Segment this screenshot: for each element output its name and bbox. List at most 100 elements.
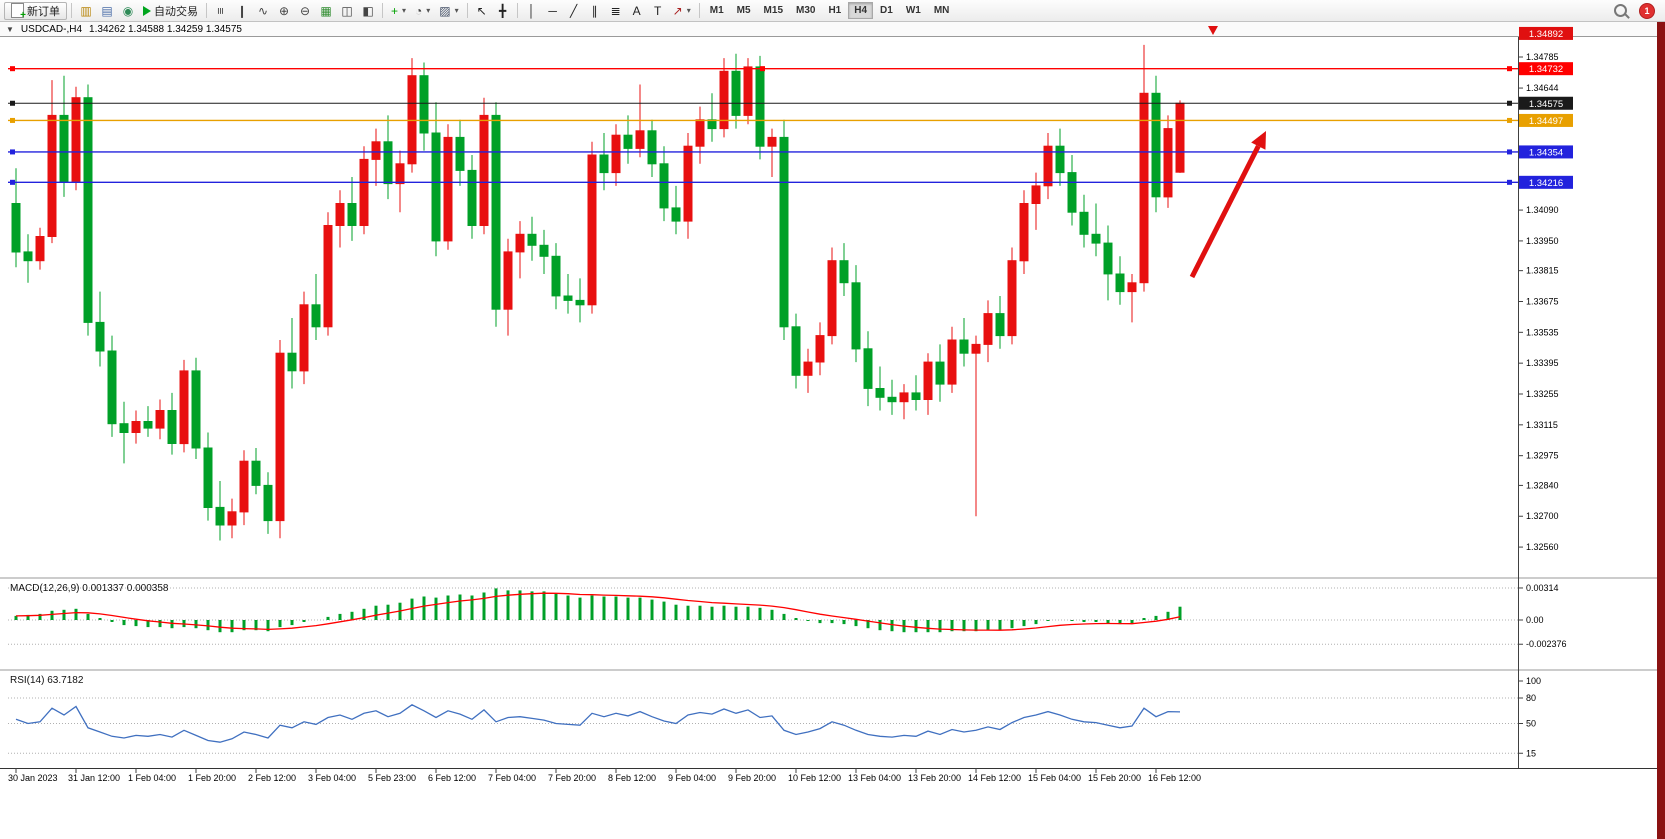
candle-body xyxy=(287,352,297,372)
time-label: 1 Feb 04:00 xyxy=(128,773,176,783)
candle-body xyxy=(659,163,669,209)
toolbar-group-main: ≡ ❙ ∿ ⊕ ⊖ ▦ ◫ ◧ + ▾ ◔ ▾ ▨ ▾ ↖ ╋ │ ─ ╱ ∥ ≣ A T ↗ ▾ xyxy=(211,2,703,20)
line-handle[interactable] xyxy=(1507,66,1512,72)
indicators-button[interactable]: + ▾ xyxy=(387,2,410,20)
candle-body xyxy=(347,203,357,226)
candle-body xyxy=(467,169,477,226)
text-label-button[interactable]: T xyxy=(648,2,668,20)
periods-button[interactable]: ◔ ▾ xyxy=(411,2,434,20)
price-badge xyxy=(1519,62,1573,76)
trend-arrow-head[interactable] xyxy=(1251,131,1266,150)
new-order-button[interactable]: 新订单 xyxy=(4,1,67,21)
search-button[interactable] xyxy=(1610,2,1631,20)
rsi-axis-label: 15 xyxy=(1526,748,1536,758)
chart-menu-icon[interactable]: ▼ xyxy=(6,24,14,34)
rsi-axis-label: 50 xyxy=(1526,719,1536,729)
cursor-button[interactable]: ↖ xyxy=(472,2,492,20)
line-handle[interactable] xyxy=(10,100,15,106)
candle-body xyxy=(683,145,693,222)
data-window-icon: ▤ xyxy=(101,3,113,18)
chart-shift-button[interactable]: ◧ xyxy=(358,2,378,20)
rsi-line xyxy=(15,704,1181,743)
candle-body xyxy=(443,136,453,242)
channel-button[interactable]: ∥ xyxy=(585,2,605,20)
templates-button[interactable]: ▨ ▾ xyxy=(435,2,462,20)
time-label: 5 Feb 23:00 xyxy=(368,773,416,783)
trendline-button[interactable]: ╱ xyxy=(564,2,584,20)
candle-body xyxy=(995,313,1005,337)
price-tick-label: 1.33395 xyxy=(1526,358,1559,368)
line-handle[interactable] xyxy=(1507,100,1512,106)
price-badge-label: 1.34575 xyxy=(1529,99,1563,110)
price-tick-label: 1.32840 xyxy=(1526,480,1559,490)
vertical-line-button[interactable]: │ xyxy=(522,2,542,20)
horizontal-line-button[interactable]: ─ xyxy=(543,2,563,20)
zoom-in-button[interactable]: ⊕ xyxy=(274,2,294,20)
time-label: 15 Feb 20:00 xyxy=(1088,773,1141,783)
fibonacci-button[interactable]: ≣ xyxy=(606,2,626,20)
zoom-out-button[interactable]: ⊖ xyxy=(295,2,315,20)
tf-button-m5[interactable]: M5 xyxy=(731,2,757,19)
crosshair-button[interactable]: ╋ xyxy=(493,2,513,20)
new-order-label: 新订单 xyxy=(27,5,60,18)
candlestick-button[interactable]: ❙ xyxy=(232,2,252,20)
time-label: 13 Feb 20:00 xyxy=(908,773,961,783)
trend-arrow-line[interactable] xyxy=(1189,145,1261,279)
navigator-button[interactable]: ◉ xyxy=(118,2,138,20)
market-watch-button[interactable]: ▥ xyxy=(76,2,96,20)
new-chart-button[interactable]: ◫ xyxy=(337,2,357,20)
price-badge xyxy=(1519,145,1573,159)
candle-body xyxy=(791,326,801,376)
line-handle[interactable] xyxy=(1507,179,1512,185)
notification-badge[interactable]: 1 xyxy=(1639,2,1655,19)
time-label: 10 Feb 12:00 xyxy=(788,773,841,783)
line-chart-icon: ∿ xyxy=(257,3,269,18)
line-handle[interactable] xyxy=(1507,117,1512,123)
chevron-down-icon: ▾ xyxy=(686,6,691,15)
autotrading-label: 自动交易 xyxy=(154,5,198,18)
line-handle[interactable] xyxy=(760,66,765,72)
price-tick-label: 1.33115 xyxy=(1526,420,1558,430)
tf-button-m15[interactable]: M15 xyxy=(758,2,789,19)
candle-body xyxy=(179,370,189,445)
macd-signal-line xyxy=(15,592,1181,631)
tf-button-w1[interactable]: W1 xyxy=(900,2,927,19)
line-chart-button[interactable]: ∿ xyxy=(253,2,273,20)
rsi-axis-label: 80 xyxy=(1526,693,1536,703)
autotrading-button[interactable]: 自动交易 xyxy=(139,2,202,20)
chevron-down-icon: ▾ xyxy=(426,6,431,15)
candle-body xyxy=(755,66,765,147)
toolbar-separator xyxy=(71,3,72,18)
candle-body xyxy=(143,421,153,429)
tf-button-d1[interactable]: D1 xyxy=(874,2,899,19)
tile-windows-button[interactable]: ▦ xyxy=(316,2,336,20)
chevron-down-icon: ▾ xyxy=(454,6,459,15)
line-handle[interactable] xyxy=(10,117,15,123)
tf-button-h1[interactable]: H1 xyxy=(822,2,847,19)
time-label: 9 Feb 20:00 xyxy=(728,773,776,783)
candle-body xyxy=(875,388,885,398)
tf-button-m30[interactable]: M30 xyxy=(790,2,821,19)
data-window-button[interactable]: ▤ xyxy=(97,2,117,20)
chevron-down-icon: ▾ xyxy=(402,6,407,15)
line-handle[interactable] xyxy=(10,179,15,185)
rsi-indicator-label: RSI(14) 63.7182 xyxy=(10,675,84,686)
candle-body xyxy=(131,421,141,433)
line-handle[interactable] xyxy=(10,66,15,72)
time-label: 7 Feb 04:00 xyxy=(488,773,536,783)
line-handle[interactable] xyxy=(1507,149,1512,155)
tf-button-h4[interactable]: H4 xyxy=(848,2,874,19)
candle-body xyxy=(1103,242,1113,275)
tf-button-mn[interactable]: MN xyxy=(928,2,956,19)
tf-button-m1[interactable]: M1 xyxy=(704,2,730,19)
arrows-button[interactable]: ↗ ▾ xyxy=(669,2,695,20)
chart-shift-icon: ◧ xyxy=(362,3,374,18)
candle-body xyxy=(743,66,753,116)
rsi-axis-label: 100 xyxy=(1526,676,1541,686)
candle-body xyxy=(323,225,333,328)
line-handle[interactable] xyxy=(10,149,15,155)
text-button[interactable]: A xyxy=(627,2,647,20)
bar-chart-button[interactable]: ≡ xyxy=(211,2,231,20)
candle-body xyxy=(563,295,573,301)
toolbar-separator xyxy=(206,3,207,18)
